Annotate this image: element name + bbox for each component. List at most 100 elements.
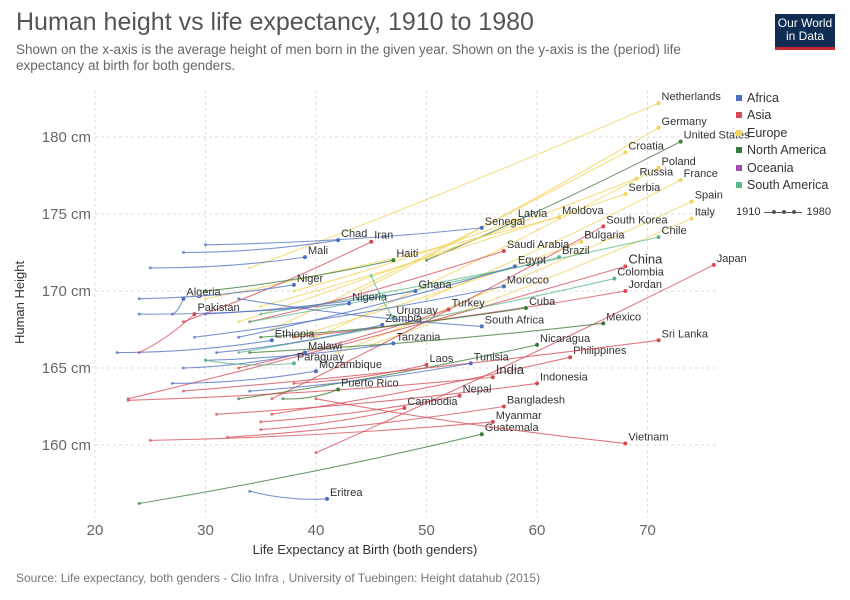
end-point	[391, 258, 396, 263]
x-tick-label: 40	[308, 522, 325, 539]
trajectory-line	[293, 241, 582, 338]
end-point	[557, 255, 562, 260]
start-point	[369, 274, 373, 278]
start-point	[259, 312, 263, 316]
trajectory-line	[315, 264, 715, 454]
start-point	[215, 412, 219, 416]
end-point	[391, 341, 396, 346]
end-point	[413, 289, 418, 293]
end-point	[623, 289, 628, 293]
legend-label: North America	[747, 143, 827, 158]
legend-item-africa[interactable]: Africa	[736, 89, 828, 107]
start-point	[181, 251, 185, 254]
owid-logo[interactable]: Our World in Data	[775, 14, 835, 50]
start-point	[148, 266, 152, 270]
trajectory-line	[238, 298, 482, 327]
legend-item-europe[interactable]: Europe	[736, 124, 828, 142]
legend-item-asia[interactable]: Asia	[736, 107, 828, 125]
start-point	[237, 335, 241, 339]
trajectory-line	[183, 339, 659, 392]
end-point	[490, 419, 495, 424]
timeline-track	[764, 209, 803, 214]
trajectory-line	[139, 302, 350, 315]
country-label: Malawi	[308, 341, 342, 353]
start-point	[314, 451, 318, 455]
legend-item-south-america[interactable]: South America	[736, 177, 828, 195]
end-point	[479, 432, 484, 437]
end-point	[601, 224, 606, 229]
x-axis-label: Life Expectancy at Birth (both genders)	[253, 542, 478, 557]
logo-line-1: Our World	[777, 16, 833, 30]
start-point	[270, 412, 274, 416]
start-point	[248, 351, 252, 355]
end-point	[656, 101, 661, 106]
end-point	[479, 324, 484, 329]
start-point	[204, 289, 207, 293]
y-tick-label: 180 cm	[42, 129, 91, 146]
logo-line-2: in Data	[785, 29, 825, 43]
country-label: Puerto Rico	[341, 378, 398, 390]
country-label: Vietnam	[628, 431, 668, 443]
end-point	[689, 216, 694, 221]
trajectory-line	[238, 344, 538, 400]
trajectory-line	[370, 275, 394, 318]
country-label: Mexico	[606, 311, 641, 323]
country-label: Niger	[297, 273, 324, 285]
start-point	[137, 502, 141, 506]
trajectory-line	[227, 405, 504, 438]
start-point	[137, 312, 141, 316]
end-point	[424, 362, 429, 367]
legend-swatch	[736, 129, 742, 136]
timeline-dot	[792, 209, 797, 214]
end-point	[656, 165, 661, 170]
legend-swatch	[736, 94, 742, 101]
country-label: Zambia	[385, 313, 423, 325]
legend-swatch	[736, 112, 742, 119]
country-label: Eritrea	[330, 487, 363, 499]
end-point	[501, 404, 506, 409]
country-label: China	[628, 251, 663, 266]
end-point	[634, 176, 639, 181]
trajectory-line	[205, 227, 482, 246]
end-point	[689, 199, 694, 204]
end-point	[291, 282, 296, 287]
end-point	[568, 355, 573, 360]
timeline-end-label: 1980	[806, 206, 831, 218]
trajectory-line	[205, 216, 560, 300]
end-point	[501, 284, 506, 289]
x-tick-label: 30	[197, 522, 214, 539]
trajectory-line	[293, 219, 516, 292]
legend-item-oceania[interactable]: Oceania	[736, 159, 828, 177]
legend-label: Asia	[747, 108, 772, 123]
country-label: Nepal	[463, 384, 492, 396]
country-label: Saudi Arabia	[507, 239, 570, 251]
legend-label: Africa	[747, 90, 779, 105]
end-point	[314, 369, 318, 374]
start-point	[248, 266, 252, 270]
timeline-legend[interactable]: 1910 1980	[736, 206, 831, 218]
country-label: France	[684, 168, 718, 180]
trajectory-line	[138, 313, 195, 354]
start-point	[259, 428, 263, 432]
country-label: Nicaragua	[540, 333, 591, 345]
trajectory-line	[139, 433, 482, 505]
end-point	[181, 296, 186, 301]
country-label: Laos	[430, 353, 454, 365]
start-point	[204, 243, 207, 247]
end-point	[347, 301, 352, 306]
trajectory-line	[172, 298, 184, 315]
country-label: Croatia	[628, 140, 664, 152]
trajectory-line	[271, 225, 604, 400]
country-label: Colombia	[617, 267, 664, 279]
country-label: Paraguay	[297, 351, 345, 363]
legend-item-north-america[interactable]: North America	[736, 142, 828, 160]
end-point	[369, 239, 374, 244]
end-point	[457, 393, 462, 398]
trajectory-line	[249, 490, 328, 500]
country-label: Serbia	[628, 182, 661, 194]
end-point	[557, 215, 562, 220]
trajectory-line	[238, 178, 637, 323]
country-label: Turkey	[452, 297, 486, 309]
end-point	[269, 338, 274, 343]
start-point	[181, 389, 185, 393]
